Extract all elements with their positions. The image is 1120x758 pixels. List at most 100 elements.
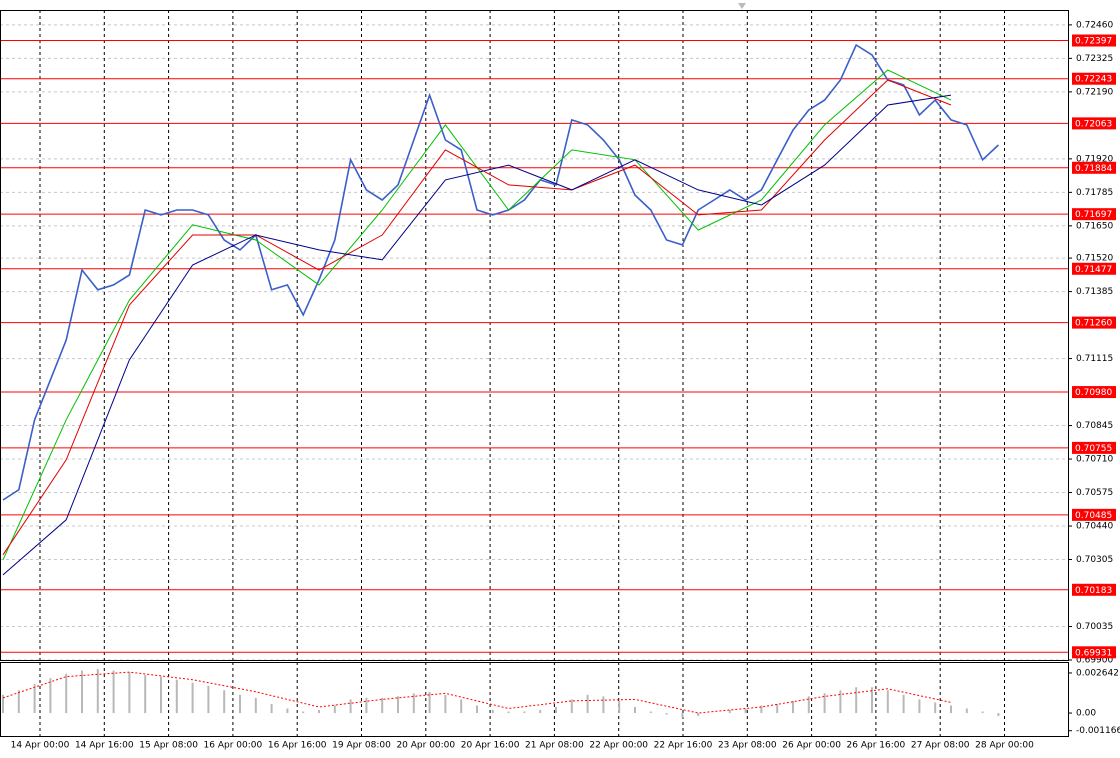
level-label-box <box>1072 34 1116 47</box>
x-tick-label: 14 Apr 16:00 <box>75 741 134 751</box>
histogram-bar <box>649 711 652 714</box>
histogram-bar <box>744 708 747 714</box>
histogram-bar <box>33 684 36 714</box>
histogram-bar <box>507 711 510 714</box>
x-tick-label: 20 Apr 16:00 <box>461 741 520 751</box>
level-label-box <box>1072 646 1116 659</box>
level-label-box <box>1072 316 1116 329</box>
histogram-bar <box>823 693 826 714</box>
histogram-bar <box>618 700 621 714</box>
y-tick-label: 0.71115 <box>1076 354 1113 364</box>
x-tick-label: 15 Apr 08:00 <box>139 741 198 751</box>
histogram-bar <box>934 702 937 714</box>
histogram-bar <box>918 699 921 714</box>
histogram-bar <box>81 670 83 714</box>
histogram-bar <box>428 691 431 714</box>
histogram-bar <box>981 711 984 714</box>
level-label-box <box>1072 72 1116 85</box>
histogram-bar <box>697 713 700 717</box>
x-tick-label: 16 Apr 16:00 <box>268 741 327 751</box>
level-label: 0.70183 <box>1075 586 1112 596</box>
moving-average <box>2 79 952 556</box>
histogram-bar <box>144 675 147 714</box>
y-tick-label: 0.71785 <box>1076 188 1113 198</box>
histogram-bar <box>270 703 273 714</box>
histogram-bar <box>460 699 463 714</box>
histogram-bar <box>570 699 573 714</box>
moving-average <box>2 94 952 576</box>
histogram-bar <box>665 713 668 715</box>
grid-layer <box>0 10 1072 736</box>
level-label: 0.71477 <box>1075 265 1112 275</box>
main-frame <box>0 10 1069 661</box>
histogram-bar <box>365 697 368 714</box>
level-label-box <box>1072 386 1116 399</box>
histogram-bar <box>318 710 320 714</box>
level-label: 0.70755 <box>1075 444 1112 454</box>
histogram-bar <box>112 670 115 714</box>
histogram-bar <box>160 676 162 714</box>
y-tick-label: 0.72190 <box>1076 87 1113 97</box>
level-label-box <box>1072 117 1116 130</box>
histogram-bar <box>886 690 889 714</box>
histogram-bar <box>223 690 226 714</box>
histogram-bar <box>254 697 257 714</box>
level-label: 0.72063 <box>1075 119 1112 129</box>
histogram-bar <box>634 706 636 714</box>
level-label-box <box>1072 441 1116 454</box>
histogram-bar <box>349 699 352 714</box>
label-layer: 0.72460 0.72325 0.72190 0.71920 0.71785 0.716… <box>11 20 1120 750</box>
histogram-bar <box>286 708 289 714</box>
signal-line <box>2 671 952 714</box>
series-layer <box>2 43 1000 718</box>
histogram-bar <box>776 703 779 714</box>
histogram-bar <box>2 694 4 714</box>
histogram-bar <box>902 694 905 714</box>
histogram-bar <box>476 705 478 714</box>
x-tick-label: 26 Apr 16:00 <box>847 741 906 751</box>
x-tick-label: 26 Apr 00:00 <box>782 741 841 751</box>
y-tick-label: 0.70845 <box>1076 421 1113 431</box>
histogram-bar <box>523 711 526 714</box>
histogram-bar <box>444 694 447 714</box>
histogram-bar <box>333 705 336 714</box>
histogram-bar <box>997 713 1000 717</box>
histogram-bar <box>871 687 873 714</box>
y-tick-label: 0.00 <box>1076 709 1096 719</box>
level-label: 0.71697 <box>1075 210 1112 220</box>
y-tick-label: 0.69900 <box>1076 656 1113 666</box>
x-tick-label: 22 Apr 16:00 <box>654 741 713 751</box>
x-tick-label: 22 Apr 00:00 <box>589 741 648 751</box>
histogram-bar <box>681 713 684 718</box>
histogram-bar <box>207 685 210 714</box>
level-label-box <box>1072 208 1116 221</box>
histogram-bar <box>539 710 542 714</box>
y-tick-label: 0.71385 <box>1076 287 1113 297</box>
x-tick-label: 27 Apr 08:00 <box>911 741 970 751</box>
histogram-bar <box>412 693 415 714</box>
x-tick-label: 14 Apr 00:00 <box>11 741 70 751</box>
level-label-box <box>1072 262 1116 275</box>
histogram-bar <box>807 696 810 714</box>
histogram-bar <box>728 710 731 714</box>
y-tick-label: -0.001166 <box>1076 726 1120 736</box>
shift-marker <box>738 3 746 9</box>
level-label: 0.69931 <box>1075 648 1112 658</box>
price-line <box>2 43 999 501</box>
histogram-bar <box>760 705 763 714</box>
x-tick-label: 19 Apr 08:00 <box>332 741 391 751</box>
y-tick-label: 0.72460 <box>1076 20 1113 30</box>
x-tick-label: 16 Apr 00:00 <box>204 741 263 751</box>
level-label-box <box>1072 583 1116 596</box>
y-tick-label: 0.002642 <box>1076 668 1119 678</box>
y-tick-label: 0.72325 <box>1076 54 1113 64</box>
y-tick-label: 0.71520 <box>1076 254 1113 264</box>
histogram-bar <box>175 679 178 714</box>
histogram-bar <box>602 696 605 714</box>
histogram-bar <box>128 672 131 714</box>
level-layer <box>0 40 1068 653</box>
x-tick-label: 28 Apr 00:00 <box>975 741 1034 751</box>
y-tick-label: 0.70035 <box>1076 622 1113 632</box>
y-tick-label: 0.71650 <box>1076 221 1113 231</box>
